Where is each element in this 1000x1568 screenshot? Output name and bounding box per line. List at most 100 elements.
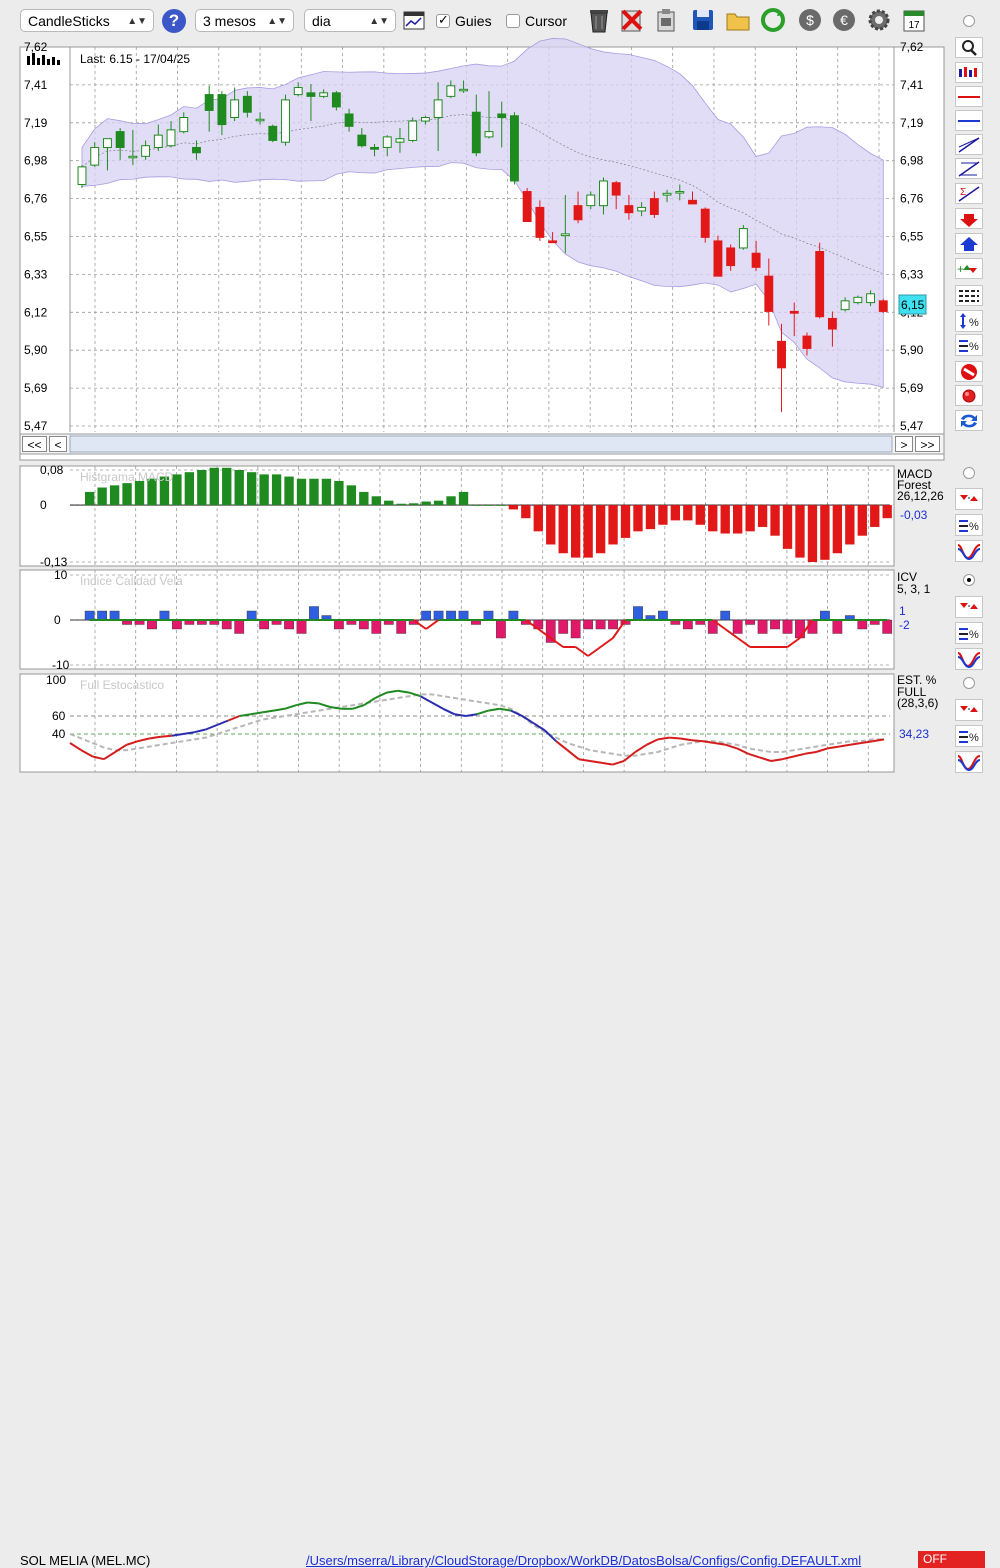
chart-window-icon[interactable] xyxy=(403,10,425,30)
macd-bar xyxy=(857,505,867,536)
stoch-k-seg xyxy=(182,731,195,735)
macd-arrows-updown-button[interactable] xyxy=(955,488,983,510)
refresh-icon xyxy=(961,414,977,428)
stoch-k-seg xyxy=(657,736,670,741)
macd-bar xyxy=(521,505,531,519)
nav-next-button[interactable]: > xyxy=(895,436,913,452)
svg-text:%: % xyxy=(969,341,979,353)
icv-line-seg xyxy=(799,619,814,639)
help-icon[interactable]: ? xyxy=(162,9,186,33)
y-tick-label-right: 6,76 xyxy=(900,192,924,206)
period-select[interactable]: 3 mesos ▲▼ xyxy=(195,9,294,32)
arrow-down-red-tool-button[interactable] xyxy=(955,208,983,229)
x-tick-label: 14 xyxy=(542,437,556,451)
arrows-updown-icon xyxy=(960,495,978,501)
macd-oscillator-curve-button[interactable] xyxy=(955,540,983,562)
x-tick-label: 04 xyxy=(749,437,763,451)
stoch-k-seg xyxy=(386,689,399,694)
icv-arrows-updown-button[interactable] xyxy=(955,596,983,618)
stoch-title: Full Estocastico xyxy=(80,678,164,692)
macd-bar xyxy=(695,505,705,525)
svg-text:$: $ xyxy=(806,12,814,28)
icv-line-seg xyxy=(599,637,614,648)
y-tick-label-left: 5,90 xyxy=(24,343,48,357)
macd-bar xyxy=(85,491,95,506)
horizontal-blue-line-tool-button[interactable] xyxy=(955,110,983,131)
percent-lines-icon: % xyxy=(959,520,979,533)
stoch-k-seg xyxy=(92,755,105,761)
moving-average-line xyxy=(81,114,884,275)
stoch-d-line xyxy=(69,693,884,757)
stoch-k-seg xyxy=(80,749,94,758)
horizontal-line-tool-button[interactable] xyxy=(955,86,983,107)
y-ticks-left: 7,627,417,196,986,766,556,336,125,905,69… xyxy=(24,40,48,433)
refresh-icon[interactable] xyxy=(759,6,787,34)
x-tick-label: 11 xyxy=(501,437,514,451)
icv-bar xyxy=(782,619,793,634)
stoch-k-seg xyxy=(318,702,331,708)
icv-panel-radio[interactable] xyxy=(963,574,975,586)
save-icon[interactable] xyxy=(689,6,717,34)
sigma-line-tool-button[interactable]: Σ xyxy=(955,183,983,204)
nav-last-button[interactable]: >> xyxy=(915,436,940,452)
icv-bar xyxy=(595,619,606,630)
stoch-k-seg xyxy=(838,743,851,748)
cursor-checkbox[interactable] xyxy=(506,14,520,28)
stoch-arrows-updown-button[interactable] xyxy=(955,699,983,721)
icv-bar xyxy=(745,619,756,625)
euro-icon[interactable]: € xyxy=(830,6,858,34)
stoch-k-seg xyxy=(612,760,625,766)
macd-bar xyxy=(496,505,506,506)
icv-bar xyxy=(234,619,245,634)
svg-text:%: % xyxy=(969,317,979,329)
no-entry-tool-button[interactable] xyxy=(955,361,983,382)
macd-panel-radio[interactable] xyxy=(963,467,975,479)
config-path-link[interactable]: /Users/mserra/Library/CloudStorage/Dropb… xyxy=(306,1553,862,1568)
off-indicator[interactable]: OFF xyxy=(918,1551,985,1568)
svg-text:Σ: Σ xyxy=(960,187,966,198)
lines-align-tool-button[interactable] xyxy=(955,285,983,306)
x-tick-label: 06 xyxy=(460,437,474,451)
plus-arrows-tool-button[interactable]: + xyxy=(955,258,983,279)
icv-bar xyxy=(122,619,132,625)
bollinger-band xyxy=(81,38,884,388)
trash-icon[interactable] xyxy=(585,6,613,34)
y-tick-label-left: 6,98 xyxy=(24,154,48,168)
arrow-up-blue-tool-button[interactable] xyxy=(955,233,983,254)
icv-bar xyxy=(583,619,594,630)
y-tick-label-right: 6,98 xyxy=(900,154,924,168)
stoch-panel-radio[interactable] xyxy=(963,677,975,689)
oscillator-curve-icon xyxy=(957,652,981,669)
macd-percent-lines-button[interactable]: % xyxy=(955,514,983,536)
gear-icon[interactable] xyxy=(865,6,893,34)
dollar-refresh-icon[interactable]: $ xyxy=(796,6,824,34)
zoom-tool-button[interactable] xyxy=(955,37,983,58)
open-folder-icon[interactable] xyxy=(724,6,752,34)
calendar-icon[interactable]: 17 xyxy=(900,6,928,34)
main-panel-radio[interactable] xyxy=(963,15,975,27)
nav-first-button[interactable]: << xyxy=(22,436,47,452)
interval-select[interactable]: dia ▲▼ xyxy=(304,9,396,32)
icv-percent-lines-button[interactable]: % xyxy=(955,622,983,644)
icv-oscillator-curve-button[interactable] xyxy=(955,648,983,670)
macd-bar xyxy=(172,474,182,506)
clipboard-icon[interactable] xyxy=(652,6,680,34)
stoch-oscillator-curve-button[interactable] xyxy=(955,751,983,773)
stoch-k-seg xyxy=(442,707,455,716)
guides-checkbox[interactable] xyxy=(436,12,450,28)
chart-type-select[interactable]: CandleSticks ▲▼ xyxy=(20,9,154,32)
candle-vol-tool-button[interactable] xyxy=(955,62,983,83)
macd-bar xyxy=(222,467,232,506)
svg-text:%: % xyxy=(969,521,979,533)
trend-line-tool-button[interactable] xyxy=(955,134,983,155)
nav-prev-button[interactable]: < xyxy=(49,436,67,452)
refresh-tool-button[interactable] xyxy=(955,410,983,431)
percent-lines-tool-button[interactable]: % xyxy=(955,334,983,356)
red-dot-tool-button[interactable] xyxy=(955,385,983,406)
icv-bar xyxy=(707,619,718,634)
fibonacci-tool-button[interactable] xyxy=(955,158,983,179)
last-price-label: Last: 6.15 - 17/04/25 xyxy=(80,52,190,66)
percent-move-tool-button[interactable]: % xyxy=(955,310,983,332)
stoch-percent-lines-button[interactable]: % xyxy=(955,725,983,747)
delete-chart-icon[interactable] xyxy=(618,6,646,34)
